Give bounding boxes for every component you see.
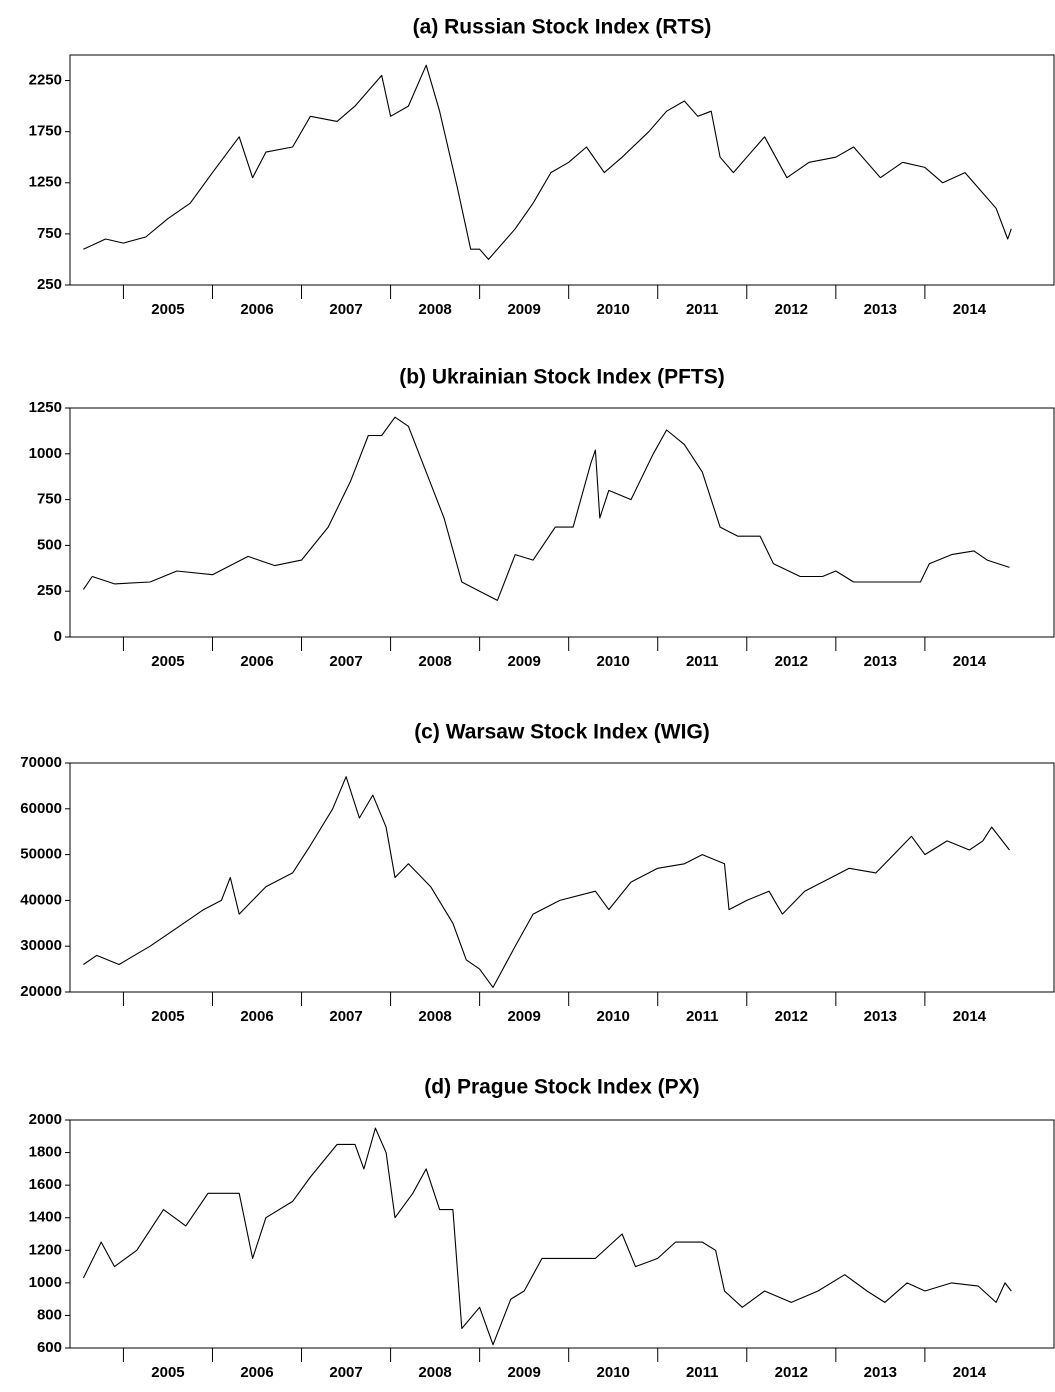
chart-title: (d) Prague Stock Index (PX): [424, 1076, 699, 1099]
x-tick-label: 2005: [151, 653, 184, 670]
x-tick-label: 2009: [507, 301, 540, 318]
x-tick-label: 2009: [507, 1008, 540, 1025]
series-line: [83, 64, 1012, 260]
y-tick-label: 1750: [29, 123, 62, 140]
x-tick-label: 2006: [240, 301, 273, 318]
y-tick-label: 1200: [29, 1241, 62, 1258]
x-tick-label: 2008: [418, 1364, 451, 1381]
y-tick-label: 250: [37, 276, 62, 293]
y-tick-label: 2000: [29, 1111, 62, 1128]
x-tick-label: 2013: [864, 301, 897, 318]
x-tick-label: 2007: [329, 301, 362, 318]
x-tick-label: 2006: [240, 653, 273, 670]
y-tick-label: 1250: [29, 174, 62, 191]
x-tick-label: 2013: [864, 1008, 897, 1025]
x-tick-label: 2012: [775, 653, 808, 670]
x-tick-label: 2008: [418, 1008, 451, 1025]
chart-title: (c) Warsaw Stock Index (WIG): [414, 721, 710, 744]
x-tick-label: 2009: [507, 653, 540, 670]
x-tick-label: 2008: [418, 653, 451, 670]
y-tick-label: 1000: [29, 1274, 62, 1291]
y-tick-label: 70000: [20, 754, 62, 771]
y-tick-label: 1600: [29, 1176, 62, 1193]
series-line: [83, 776, 1010, 988]
x-tick-label: 2005: [151, 1364, 184, 1381]
y-tick-label: 750: [37, 491, 62, 508]
x-tick-label: 2012: [775, 1008, 808, 1025]
x-tick-label: 2013: [864, 1364, 897, 1381]
y-tick-label: 50000: [20, 846, 62, 863]
x-tick-label: 2012: [775, 301, 808, 318]
x-tick-label: 2014: [953, 653, 987, 670]
x-tick-label: 2006: [240, 1008, 273, 1025]
x-tick-label: 2011: [686, 301, 719, 318]
x-tick-label: 2010: [597, 1364, 630, 1381]
y-tick-label: 750: [37, 225, 62, 242]
x-tick-label: 2006: [240, 1364, 273, 1381]
y-tick-label: 800: [37, 1306, 62, 1323]
plot-frame: [69, 1119, 1055, 1349]
x-tick-label: 2008: [418, 301, 451, 318]
series-line: [82, 1127, 1012, 1346]
x-tick-label: 2009: [507, 1364, 540, 1381]
chart-title: (a) Russian Stock Index (RTS): [413, 16, 712, 39]
x-tick-label: 2010: [597, 1008, 630, 1025]
y-tick-label: 40000: [20, 891, 62, 908]
x-tick-label: 2005: [151, 1008, 184, 1025]
series-line: [82, 416, 1010, 601]
x-tick-label: 2010: [597, 653, 630, 670]
plot-frame: [69, 762, 1055, 993]
y-tick-label: 20000: [20, 983, 62, 1000]
y-tick-label: 0: [54, 628, 62, 645]
x-tick-label: 2005: [151, 301, 184, 318]
x-tick-label: 2007: [329, 653, 362, 670]
plot-frame: [69, 407, 1055, 638]
y-tick-label: 1800: [29, 1144, 62, 1161]
x-tick-label: 2012: [775, 1364, 808, 1381]
y-tick-label: 1250: [29, 399, 62, 416]
y-tick-label: 60000: [20, 800, 62, 817]
x-tick-label: 2014: [953, 301, 987, 318]
x-tick-label: 2013: [864, 653, 897, 670]
x-tick-label: 2007: [329, 1364, 362, 1381]
plot-frame: [69, 54, 1055, 286]
x-tick-label: 2010: [597, 301, 630, 318]
y-tick-label: 30000: [20, 937, 62, 954]
y-tick-label: 1000: [29, 445, 62, 462]
x-tick-label: 2007: [329, 1008, 362, 1025]
y-tick-label: 250: [37, 582, 62, 599]
y-tick-label: 1400: [29, 1209, 62, 1226]
x-tick-label: 2014: [953, 1008, 987, 1025]
chart-title: (b) Ukrainian Stock Index (PFTS): [399, 366, 725, 389]
x-tick-label: 2011: [686, 1364, 719, 1381]
x-tick-label: 2011: [686, 1008, 719, 1025]
x-tick-label: 2011: [686, 653, 719, 670]
x-tick-label: 2014: [953, 1364, 987, 1381]
y-tick-label: 600: [37, 1339, 62, 1356]
y-tick-label: 2250: [29, 72, 62, 89]
y-tick-label: 500: [37, 536, 62, 553]
